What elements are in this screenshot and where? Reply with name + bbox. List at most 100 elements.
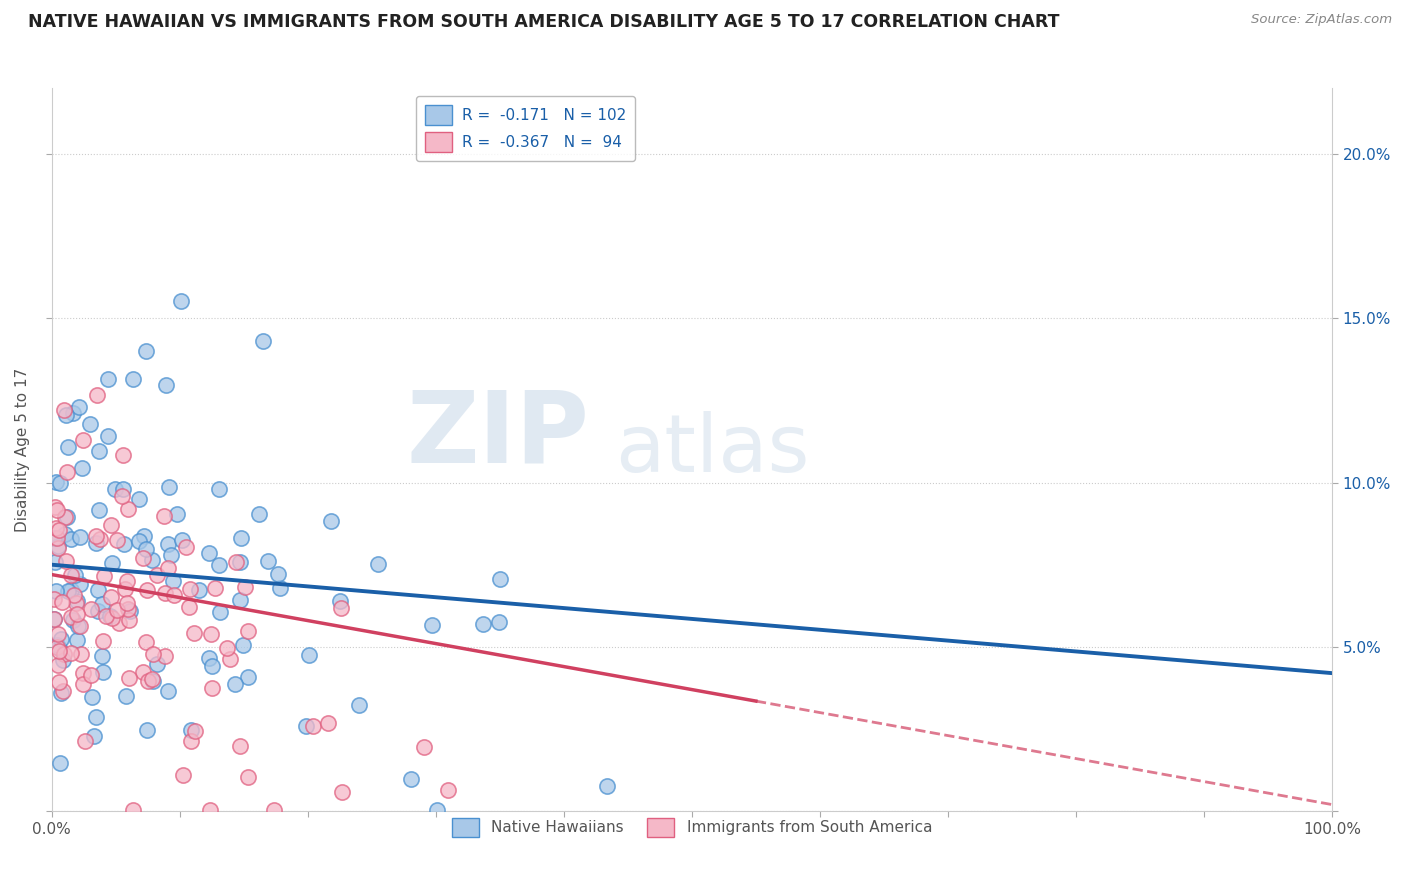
Point: [49, 756, 72, 771]
Point: [69, 619, 91, 633]
Point: [46, 638, 69, 652]
Point: [162, 574, 184, 589]
Point: [180, 723, 202, 737]
Point: [66, 594, 89, 608]
Point: [56, 584, 79, 599]
Point: [118, 604, 141, 618]
Point: [197, 651, 219, 665]
Point: [114, 689, 136, 703]
Point: [135, 542, 157, 557]
Point: [69, 400, 91, 414]
Point: [198, 546, 221, 560]
Point: [63, 588, 86, 602]
Point: [62, 406, 84, 420]
Point: [55, 553, 77, 567]
Point: [135, 634, 157, 648]
Point: [49, 475, 72, 490]
Point: [437, 783, 460, 797]
Point: [56, 466, 79, 480]
Point: [72, 677, 94, 691]
Point: [46, 539, 69, 553]
Point: [53, 648, 76, 662]
Point: [269, 582, 291, 596]
Point: [72, 666, 94, 681]
Point: [157, 561, 180, 575]
Point: [45, 584, 67, 599]
Point: [66, 607, 89, 621]
Point: [60, 610, 83, 624]
Point: [233, 581, 256, 595]
Point: [55, 408, 77, 422]
Point: [87, 604, 110, 618]
Point: [329, 601, 352, 615]
Point: [122, 372, 145, 386]
Point: [316, 715, 339, 730]
Point: [65, 567, 87, 582]
Point: [135, 343, 157, 358]
Point: [179, 600, 201, 615]
Point: [103, 482, 125, 496]
Text: ZIP: ZIP: [406, 387, 589, 483]
Point: [157, 537, 180, 551]
Point: [48, 641, 70, 656]
Point: [94, 608, 117, 623]
Point: [132, 528, 155, 542]
Point: [51, 686, 73, 700]
Point: [66, 632, 89, 647]
Point: [180, 734, 202, 748]
Point: [263, 803, 285, 817]
Point: [59, 533, 82, 547]
Point: [59, 583, 82, 598]
Point: [155, 378, 177, 392]
Point: [55, 509, 77, 524]
Point: [208, 558, 231, 572]
Point: [90, 648, 112, 663]
Point: [97, 371, 120, 385]
Point: [44, 611, 66, 625]
Text: atlas: atlas: [614, 410, 810, 489]
Point: [132, 551, 155, 566]
Point: [188, 582, 211, 597]
Point: [208, 482, 231, 496]
Point: [115, 596, 138, 610]
Point: [107, 533, 129, 547]
Point: [45, 640, 67, 655]
Point: [238, 670, 260, 684]
Point: [114, 582, 136, 596]
Point: [46, 657, 69, 672]
Text: Source: ZipAtlas.com: Source: ZipAtlas.com: [1251, 13, 1392, 27]
Text: NATIVE HAWAIIAN VS IMMIGRANTS FROM SOUTH AMERICA DISABILITY AGE 5 TO 17 CORRELAT: NATIVE HAWAIIAN VS IMMIGRANTS FROM SOUTH…: [28, 13, 1060, 31]
Point: [160, 548, 183, 562]
Point: [118, 671, 141, 685]
Point: [232, 638, 254, 652]
Point: [330, 785, 353, 799]
Point: [170, 294, 193, 309]
Point: [136, 583, 159, 598]
Point: [257, 554, 280, 568]
Point: [48, 674, 70, 689]
Point: [93, 569, 115, 583]
Point: [422, 617, 444, 632]
Point: [100, 556, 122, 570]
Point: [413, 739, 436, 754]
Point: [112, 537, 135, 551]
Point: [44, 500, 66, 514]
Point: [200, 659, 222, 673]
Point: [100, 518, 122, 533]
Point: [298, 648, 321, 662]
Point: [146, 568, 169, 582]
Point: [83, 729, 105, 743]
Point: [111, 489, 134, 503]
Point: [170, 533, 193, 548]
Point: [200, 627, 222, 641]
Point: [66, 619, 89, 633]
Point: [79, 668, 101, 682]
Point: [69, 530, 91, 544]
Point: [84, 709, 107, 723]
Point: [89, 532, 111, 546]
Point: [128, 534, 150, 549]
Point: [60, 646, 83, 660]
Point: [142, 647, 165, 661]
Point: [86, 388, 108, 402]
Point: [174, 540, 197, 554]
